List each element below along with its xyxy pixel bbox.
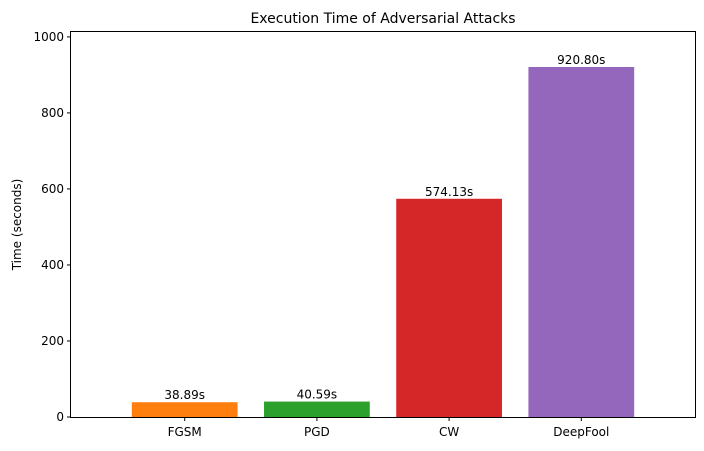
y-tick-label-600: 600 (41, 182, 64, 196)
bar-value-label-cw: 574.13s (425, 185, 473, 199)
plot-frame (70, 31, 696, 418)
x-tick-label-fgsm: FGSM (168, 425, 202, 439)
bar-cw (396, 198, 502, 417)
x-tick-label-pgd: PGD (304, 425, 330, 439)
bar-value-labels: 38.89s 40.59s 574.13s 920.80s (164, 53, 605, 402)
y-tick-label-1000: 1000 (33, 30, 64, 44)
bar-value-label-pgd: 40.59s (297, 388, 338, 402)
x-axis-ticks: FGSM PGD CW DeepFool (168, 417, 609, 439)
chart-title: Execution Time of Adversarial Attacks (250, 11, 515, 27)
y-axis-label: Time (seconds) (10, 179, 24, 272)
bar-pgd (264, 401, 370, 417)
bar-value-label-deepfool: 920.80s (557, 53, 605, 67)
y-tick-label-0: 0 (56, 410, 64, 424)
y-tick-label-200: 200 (41, 334, 64, 348)
x-tick-label-deepfool: DeepFool (553, 425, 609, 439)
y-tick-label-800: 800 (41, 106, 64, 120)
bar-fgsm (131, 402, 238, 417)
bar-value-label-fgsm: 38.89s (164, 388, 205, 402)
y-axis-ticks: 0 200 400 600 800 1000 (33, 30, 71, 424)
y-tick-label-400: 400 (41, 258, 64, 272)
x-tick-label-cw: CW (439, 425, 459, 439)
bars-group (131, 67, 635, 417)
bar-deepfool (528, 67, 635, 417)
